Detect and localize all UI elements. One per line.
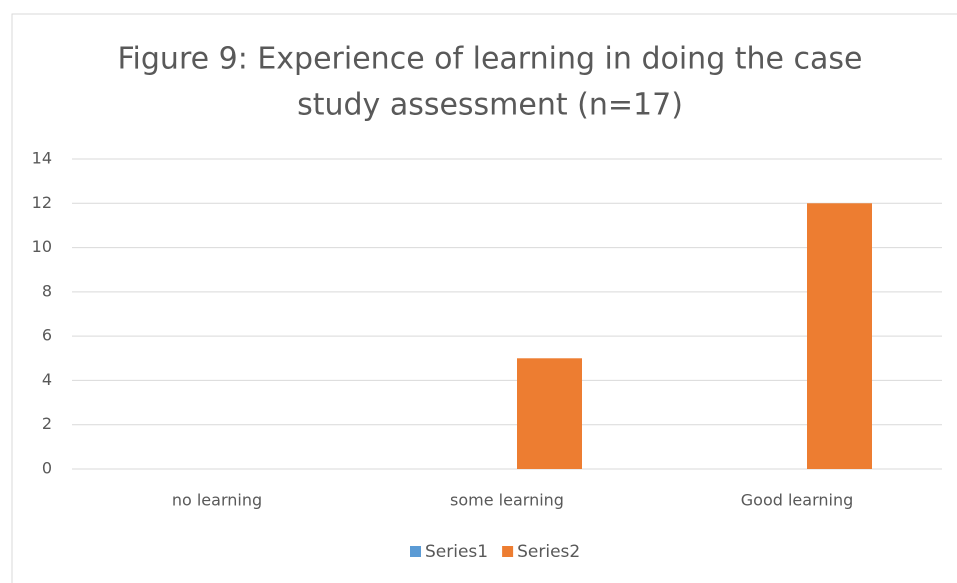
bar xyxy=(807,203,872,470)
legend-label: Series1 xyxy=(425,542,488,562)
y-tick-label: 6 xyxy=(42,326,52,345)
chart-title: study assessment (n=17) xyxy=(297,88,683,123)
y-tick-label: 10 xyxy=(32,237,52,256)
y-tick-label: 12 xyxy=(32,193,52,212)
bar xyxy=(517,358,582,469)
x-tick-label: Good learning xyxy=(741,491,854,510)
y-tick-label: 4 xyxy=(42,370,52,389)
legend-label: Series2 xyxy=(517,542,580,562)
y-tick-label: 8 xyxy=(42,281,52,300)
y-tick-label: 2 xyxy=(42,414,52,433)
legend-swatch xyxy=(410,546,421,557)
chart-title: Figure 9: Experience of learning in doin… xyxy=(117,42,862,77)
y-tick-label: 14 xyxy=(32,149,52,168)
y-tick-label: 0 xyxy=(42,459,52,478)
x-tick-label: some learning xyxy=(450,491,564,510)
chart-frame xyxy=(11,13,957,583)
legend-swatch xyxy=(502,546,514,557)
x-tick-label: no learning xyxy=(172,491,262,510)
